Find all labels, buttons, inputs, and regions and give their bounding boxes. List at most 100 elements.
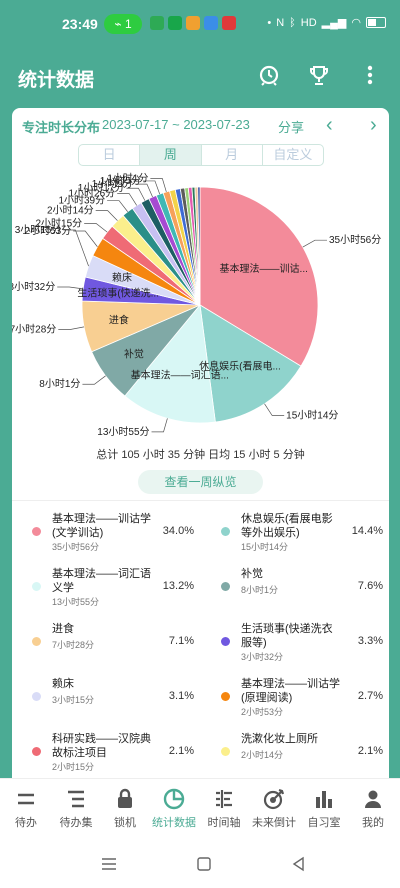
legend-item[interactable]: 休息娱乐(看展电影等外出娱乐) 15小时14分 14.4% — [201, 510, 389, 570]
pie-slice-label: 进食 — [109, 313, 129, 326]
segment-day[interactable]: 日 — [79, 145, 141, 165]
legend-duration: 15小时14分 — [241, 542, 289, 552]
pie-slice[interactable] — [124, 304, 216, 424]
nav-countdown[interactable]: 未来倒计 — [250, 787, 298, 839]
legend-item[interactable]: 基本理法——训诂学(文学训诂) 35小时56分 34.0% — [12, 510, 200, 570]
legend-name: 休息娱乐(看展电影等外出娱乐) — [241, 513, 333, 539]
legend-color-dot — [221, 637, 230, 646]
home-icon[interactable] — [195, 855, 213, 873]
leader-line — [82, 375, 106, 385]
nav-profile[interactable]: 我的 — [349, 787, 397, 839]
nav-label: 我的 — [362, 817, 384, 829]
nav-label: 待办集 — [59, 817, 93, 829]
leader-line — [150, 178, 167, 193]
nav-todo[interactable]: 待办 — [2, 787, 50, 839]
section-label: 专注时长分布 — [22, 120, 101, 135]
bar-chart-icon — [316, 791, 332, 808]
system-navigation-bar — [0, 843, 400, 888]
legend-item[interactable]: 进食 7小时28分 7.1% — [12, 620, 200, 680]
page-title: 统计数据 — [18, 70, 95, 91]
legend-duration: 7小时28分 — [52, 640, 95, 650]
legend-duration: 2小时53分 — [241, 707, 284, 717]
nav-study-room[interactable]: 自习室 — [300, 787, 348, 839]
bluetooth-icon: ᛒ — [289, 16, 296, 29]
menu-lines-icon — [18, 793, 34, 805]
nav-label: 自习室 — [307, 817, 341, 829]
pie-slice[interactable] — [197, 186, 201, 306]
leader-line — [58, 326, 85, 330]
legend-color-dot — [32, 582, 41, 591]
legend-item[interactable]: 赖床 3小时15分 3.1% — [12, 675, 200, 735]
pie-duration-label: 35小时56分 — [329, 234, 381, 246]
segment-custom[interactable]: 自定义 — [273, 147, 313, 162]
leader-line — [95, 210, 118, 221]
week-overview-button[interactable]: 查看一周纵览 — [138, 470, 263, 494]
segment-week[interactable]: 周 — [140, 145, 202, 165]
clock-icon[interactable] — [256, 62, 282, 88]
nav-statistics[interactable]: 统计数据 — [150, 787, 198, 839]
pie-duration-label: 2小时14分 — [47, 205, 94, 217]
nav-lock[interactable]: 锁机 — [101, 787, 149, 839]
nav-label: 锁机 — [114, 817, 136, 829]
legend-item[interactable]: 科研实践——汉院典故标注项目 2小时15分 2.1% — [12, 730, 200, 778]
leader-line — [73, 230, 98, 247]
date-range: 2023-07-17 ~ 2023-07-23 — [102, 117, 250, 132]
leader-line — [142, 180, 161, 195]
legend-item[interactable]: 生活琐事(快递洗衣服等) 3小时32分 3.3% — [201, 620, 389, 680]
more-vertical-icon[interactable] — [357, 62, 383, 88]
wifi-icon: ◠ — [351, 17, 361, 29]
pie-duration-label: 7小时28分 — [12, 323, 56, 335]
legend-name: 生活琐事(快递洗衣服等) — [241, 623, 333, 649]
user-icon — [365, 790, 381, 808]
trophy-icon[interactable] — [306, 62, 332, 88]
pie-slice-label: 赖床 — [112, 271, 132, 284]
nav-label: 待办 — [15, 817, 37, 829]
legend-item[interactable]: 基本理法——训诂学(原理阅读) 2小时53分 2.7% — [201, 675, 389, 735]
pie-duration-label: 3小时32分 — [12, 281, 55, 293]
leader-line — [151, 418, 168, 433]
segment-month[interactable]: 月 — [202, 145, 263, 165]
nav-todo-sets[interactable]: 待办集 — [52, 787, 100, 839]
status-bar: 23:49 ⌁ 1 • N ᛒ HD ▂▄▆ ◠ — [0, 0, 400, 50]
stats-card: 专注时长分布 2023-07-17 ~ 2023-07-23 分享 ‹ › 日 … — [12, 108, 389, 778]
next-period-button[interactable]: › — [370, 114, 377, 136]
leader-line — [63, 229, 89, 267]
target-icon — [263, 788, 285, 810]
legend-name: 基本理法——词汇语义学 — [52, 568, 151, 594]
nav-label: 未来倒计 — [252, 817, 296, 829]
list-icon — [68, 790, 84, 808]
app-header: 统计数据 — [0, 50, 400, 102]
prev-period-button[interactable]: ‹ — [326, 114, 333, 136]
legend-item[interactable]: 洗漱化妆上厕所 2小时14分 2.1% — [201, 730, 389, 778]
leader-line — [117, 193, 138, 206]
legend-name: 基本理法——训诂学(文学训诂) — [52, 513, 151, 539]
legend-name: 赖床 — [52, 678, 74, 690]
pie-slice-label: 补觉 — [124, 348, 144, 361]
legend-percent: 7.6% — [357, 580, 383, 592]
back-icon[interactable] — [290, 855, 308, 873]
share-button[interactable]: 分享 — [278, 120, 305, 135]
leader-line — [302, 239, 327, 248]
pie-duration-label: 1小时26分 — [69, 188, 116, 200]
legend-item[interactable]: 基本理法——词汇语义学 13小时55分 13.2% — [12, 565, 200, 625]
app-icon — [186, 16, 200, 30]
menu-icon[interactable] — [100, 855, 118, 873]
hotspot-pill: ⌁ 1 — [104, 14, 142, 34]
legend-duration: 8小时1分 — [241, 585, 279, 595]
leader-line — [264, 403, 285, 416]
legend-duration: 2小时15分 — [52, 762, 95, 772]
app-icon — [150, 16, 164, 30]
bottom-navigation: 待办 待办集 锁机 统计数据 时间轴 未来倒计 自习室 我的 — [0, 778, 400, 843]
nav-timeline[interactable]: 时间轴 — [200, 787, 248, 839]
legend-color-dot — [221, 527, 230, 536]
legend-name: 基本理法——训诂学(原理阅读) — [241, 678, 340, 704]
pie-duration-label: 3小时15分 — [15, 224, 62, 236]
legend-duration: 2小时14分 — [241, 750, 284, 760]
pie-duration-label: 1小时17分 — [78, 182, 125, 194]
legend-item[interactable]: 补觉 8小时1分 7.6% — [201, 565, 389, 625]
pie-slice[interactable] — [199, 304, 302, 423]
hd-label: HD — [300, 16, 317, 29]
legend-name: 洗漱化妆上厕所 — [241, 733, 318, 745]
legend-name: 进食 — [52, 623, 74, 635]
pie-duration-label: 8小时1分 — [39, 378, 80, 390]
